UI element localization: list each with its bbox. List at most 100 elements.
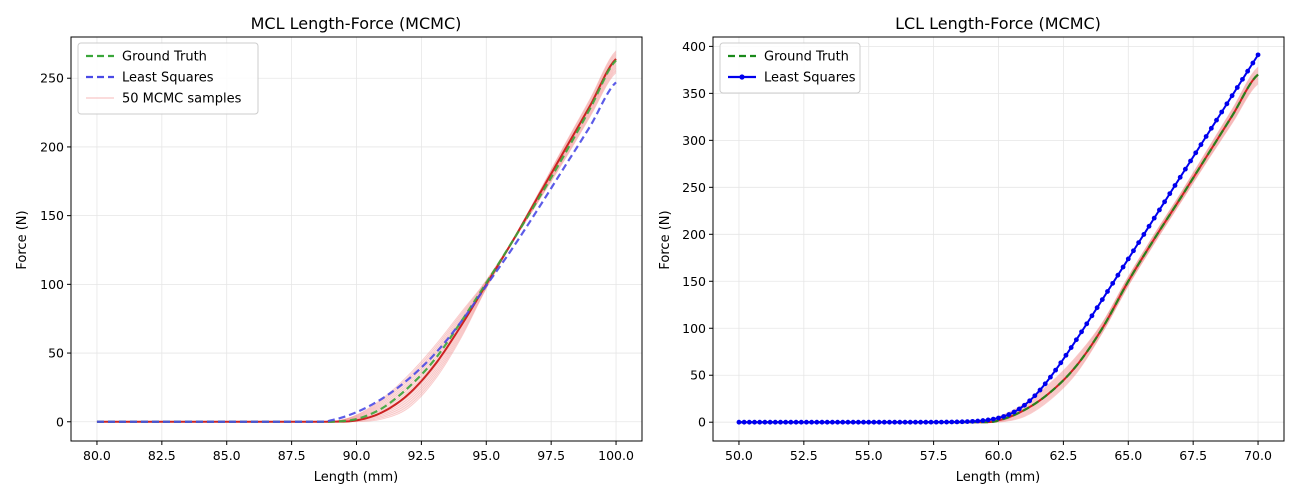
least-squares-point bbox=[1016, 406, 1022, 412]
least-squares-point bbox=[918, 419, 924, 425]
least-squares-point bbox=[1219, 109, 1225, 115]
x-tick-label: 95.0 bbox=[472, 448, 500, 463]
y-tick-label: 250 bbox=[682, 180, 706, 195]
least-squares-point bbox=[741, 419, 747, 425]
least-squares-point bbox=[1094, 305, 1100, 311]
x-tick-label: 82.5 bbox=[148, 448, 176, 463]
least-squares-point bbox=[1162, 199, 1168, 205]
x-tick-label: 90.0 bbox=[343, 448, 371, 463]
least-squares-point bbox=[1048, 374, 1053, 380]
least-squares-point bbox=[1037, 387, 1043, 393]
y-axis-label: Force (N) bbox=[15, 210, 30, 269]
y-tick-label: 200 bbox=[682, 227, 706, 242]
least-squares-point bbox=[1032, 393, 1038, 399]
least-squares-point bbox=[1058, 360, 1064, 366]
mcl-chart: MCL Length-Force (MCMC) 80.0 82.5 85.0 87.5… bbox=[15, 14, 643, 485]
y-axis: 0 50 100 150 200 250 bbox=[40, 71, 71, 429]
least-squares-point bbox=[964, 419, 970, 424]
least-squares-point bbox=[892, 419, 898, 425]
chart-title: LCL Length-Force (MCMC) bbox=[895, 14, 1101, 33]
least-squares-point bbox=[1177, 174, 1183, 180]
x-tick-label: 60.0 bbox=[985, 448, 1013, 463]
least-squares-point bbox=[1198, 142, 1204, 148]
least-squares-point bbox=[1141, 232, 1147, 237]
least-squares-point bbox=[1110, 280, 1116, 286]
least-squares-point bbox=[990, 416, 996, 422]
x-tick-label: 65.0 bbox=[1114, 448, 1142, 463]
least-squares-point bbox=[840, 419, 846, 425]
x-tick-label: 67.5 bbox=[1179, 448, 1207, 463]
y-tick-label: 250 bbox=[40, 71, 64, 86]
least-squares-point bbox=[913, 419, 918, 425]
x-axis: 80.0 82.5 85.0 87.5 90.0 92.5 95.0 97.5 100.0 bbox=[83, 441, 634, 463]
least-squares-point bbox=[1099, 297, 1105, 302]
least-squares-point bbox=[804, 419, 809, 425]
least-squares-point bbox=[861, 419, 866, 425]
least-squares-point bbox=[871, 419, 877, 425]
least-squares-point bbox=[1172, 183, 1178, 188]
least-squares-point bbox=[1084, 321, 1090, 327]
least-squares-point bbox=[783, 419, 789, 425]
least-squares-point bbox=[835, 419, 840, 425]
x-axis: 50.0 52.5 55.0 57.5 60.0 62.5 65.0 67.5 70.0 bbox=[725, 441, 1272, 463]
least-squares-point bbox=[746, 419, 752, 425]
least-squares-point bbox=[809, 419, 815, 425]
least-squares-point bbox=[881, 419, 887, 425]
least-squares-point bbox=[1001, 414, 1007, 419]
y-tick-label: 300 bbox=[682, 133, 706, 148]
legend-marker bbox=[739, 74, 745, 80]
least-squares-point bbox=[798, 419, 804, 425]
least-squares-point bbox=[996, 415, 1001, 421]
least-squares-point bbox=[902, 419, 908, 425]
legend-label: Ground Truth bbox=[764, 50, 849, 65]
least-squares-point bbox=[757, 419, 763, 425]
x-tick-label: 62.5 bbox=[1049, 448, 1077, 463]
least-squares-point bbox=[1151, 215, 1157, 221]
least-squares-point bbox=[850, 419, 856, 425]
x-tick-label: 70.0 bbox=[1244, 448, 1272, 463]
least-squares-point bbox=[1011, 409, 1017, 415]
least-squares-point bbox=[824, 419, 830, 425]
x-tick-label: 87.5 bbox=[278, 448, 306, 463]
least-squares-point bbox=[1115, 272, 1121, 278]
least-squares-point bbox=[1193, 150, 1199, 156]
least-squares-point bbox=[1146, 223, 1152, 229]
least-squares-point bbox=[949, 419, 955, 425]
least-squares-point bbox=[788, 419, 794, 425]
least-squares-point bbox=[1053, 367, 1058, 373]
least-squares-point bbox=[866, 419, 872, 425]
y-tick-label: 100 bbox=[40, 277, 64, 292]
least-squares-point bbox=[1136, 240, 1142, 245]
least-squares-point bbox=[1234, 85, 1240, 90]
x-axis-label: Length (mm) bbox=[956, 470, 1040, 485]
x-tick-label: 85.0 bbox=[213, 448, 241, 463]
y-tick-label: 0 bbox=[698, 415, 706, 430]
lcl-chart: LCL Length-Force (MCMC) 50.0 52.5 55.0 57.5… bbox=[658, 14, 1285, 485]
legend: Ground Truth Least Squares 50 MCMC samples bbox=[77, 42, 259, 115]
least-squares-point bbox=[1157, 207, 1162, 213]
least-squares-point bbox=[985, 417, 991, 423]
least-squares-point bbox=[1182, 166, 1188, 172]
least-squares-point bbox=[1224, 101, 1230, 107]
least-squares-point bbox=[928, 419, 934, 425]
y-tick-label: 0 bbox=[56, 414, 64, 429]
least-squares-point bbox=[1068, 345, 1074, 350]
least-squares-point bbox=[1027, 398, 1033, 404]
least-squares-point bbox=[1120, 264, 1126, 270]
series-layer bbox=[736, 52, 1261, 425]
least-squares-point bbox=[778, 419, 783, 425]
least-squares-point bbox=[736, 419, 742, 425]
grid bbox=[71, 37, 642, 441]
least-squares-point bbox=[762, 419, 768, 425]
x-tick-label: 92.5 bbox=[407, 448, 435, 463]
legend-label: Ground Truth bbox=[122, 50, 207, 65]
y-tick-label: 400 bbox=[682, 39, 706, 54]
series-line-0 bbox=[96, 59, 617, 423]
x-tick-label: 97.5 bbox=[537, 448, 565, 463]
least-squares-point bbox=[814, 419, 820, 425]
legend-label: Least Squares bbox=[764, 71, 856, 86]
least-squares-point bbox=[1125, 256, 1131, 262]
least-squares-point bbox=[1089, 313, 1095, 319]
least-squares-point bbox=[954, 419, 960, 425]
